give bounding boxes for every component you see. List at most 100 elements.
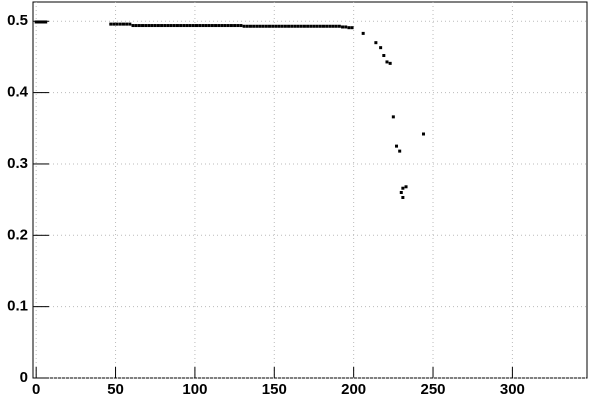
point xyxy=(248,24,252,28)
point xyxy=(226,24,230,28)
point xyxy=(331,24,335,28)
point xyxy=(156,24,160,28)
point xyxy=(112,22,116,26)
point xyxy=(220,24,224,28)
point xyxy=(421,132,425,136)
point xyxy=(334,24,338,28)
point xyxy=(118,22,122,26)
point xyxy=(398,149,402,153)
point xyxy=(255,24,259,28)
point xyxy=(125,22,129,26)
x-tick-label: 50 xyxy=(107,381,124,398)
point xyxy=(321,24,325,28)
point xyxy=(395,144,399,148)
point xyxy=(214,24,218,28)
point xyxy=(337,24,341,28)
point xyxy=(379,46,383,50)
point xyxy=(201,24,205,28)
point xyxy=(315,24,319,28)
point xyxy=(404,185,408,189)
x-tick-label: 200 xyxy=(341,381,366,398)
point xyxy=(274,24,278,28)
point xyxy=(306,24,310,28)
point xyxy=(401,186,405,190)
x-tick-label: 0 xyxy=(32,381,40,398)
point xyxy=(344,25,348,29)
point xyxy=(229,24,233,28)
point xyxy=(223,24,227,28)
point xyxy=(242,24,246,28)
point xyxy=(328,24,332,28)
y-tick-label: 0 xyxy=(20,369,28,386)
point xyxy=(128,22,132,26)
point xyxy=(293,24,297,28)
point xyxy=(283,24,287,28)
point xyxy=(37,20,41,24)
point xyxy=(144,24,148,28)
point xyxy=(41,20,45,24)
y-tick-label: 0.5 xyxy=(7,12,28,29)
point xyxy=(271,24,275,28)
point xyxy=(147,24,151,28)
point xyxy=(182,24,186,28)
point xyxy=(239,24,243,28)
point xyxy=(350,26,354,30)
point xyxy=(169,24,173,28)
point xyxy=(312,24,316,28)
y-tick-label: 0.2 xyxy=(7,226,28,243)
point xyxy=(204,24,208,28)
point xyxy=(36,20,40,24)
point xyxy=(137,24,141,28)
point xyxy=(258,24,262,28)
x-tick-label: 100 xyxy=(182,381,207,398)
point xyxy=(44,20,48,24)
point xyxy=(134,24,138,28)
point xyxy=(175,24,179,28)
point xyxy=(399,190,403,194)
point xyxy=(150,24,154,28)
point xyxy=(385,60,389,64)
point xyxy=(195,24,199,28)
point xyxy=(318,24,322,28)
point xyxy=(188,24,192,28)
point xyxy=(302,24,306,28)
point xyxy=(401,195,405,199)
point xyxy=(163,24,167,28)
point xyxy=(179,24,183,28)
point xyxy=(210,24,214,28)
point xyxy=(347,26,351,30)
point xyxy=(325,24,329,28)
point xyxy=(296,24,300,28)
point xyxy=(361,31,365,35)
point xyxy=(277,24,281,28)
point xyxy=(290,24,294,28)
point xyxy=(109,22,113,26)
point xyxy=(198,24,202,28)
x-tick-label: 150 xyxy=(262,381,287,398)
point xyxy=(374,41,378,45)
point xyxy=(264,24,268,28)
point xyxy=(236,24,240,28)
point xyxy=(261,24,265,28)
point xyxy=(185,24,189,28)
point xyxy=(153,24,157,28)
point xyxy=(207,24,211,28)
point xyxy=(388,61,392,65)
point xyxy=(141,24,145,28)
point xyxy=(217,24,221,28)
point xyxy=(191,24,195,28)
x-tick-label: 250 xyxy=(421,381,446,398)
plot-frame xyxy=(32,1,588,379)
point xyxy=(160,24,164,28)
point xyxy=(391,115,395,119)
point xyxy=(115,22,119,26)
point xyxy=(131,24,135,28)
y-tick-label: 0.3 xyxy=(7,155,28,172)
point xyxy=(172,24,176,28)
point xyxy=(252,24,256,28)
y-tick-label: 0.4 xyxy=(7,84,29,101)
point xyxy=(382,54,386,58)
point xyxy=(341,25,345,29)
point xyxy=(268,24,272,28)
